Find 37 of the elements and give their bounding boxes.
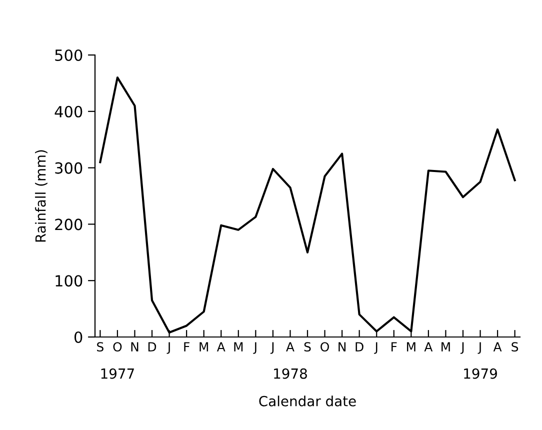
x-tick-label: J bbox=[478, 342, 481, 354]
y-tick-label: 200 bbox=[55, 218, 82, 230]
x-tick-label: J bbox=[374, 342, 378, 354]
x-tick-label: M bbox=[406, 342, 416, 352]
y-tick-label: 0 bbox=[74, 331, 82, 344]
x-tick-label: M bbox=[234, 342, 243, 352]
y-axis-title: Rainfall (mm) bbox=[35, 150, 48, 242]
x-tick-label: F bbox=[184, 342, 190, 352]
x-tick-label: A bbox=[493, 342, 502, 352]
x-tick-label: A bbox=[286, 342, 294, 352]
x-tick-label: N bbox=[338, 342, 346, 352]
text: 1978 bbox=[274, 368, 307, 379]
x-tick-label: D bbox=[148, 342, 156, 352]
line-series bbox=[99, 76, 516, 334]
x-tick-label: S bbox=[304, 342, 311, 352]
x-tick-label: O bbox=[320, 342, 329, 352]
x-tick-label: F bbox=[392, 342, 397, 352]
x-tick-label: J bbox=[460, 342, 464, 354]
x-tick-label: S bbox=[97, 342, 104, 352]
y-tick-label: 100 bbox=[56, 275, 82, 287]
text: 1979 bbox=[464, 368, 497, 379]
x-tick-label: M bbox=[442, 342, 450, 352]
text: 1977 bbox=[101, 368, 134, 379]
x-tick-label: A bbox=[424, 342, 433, 352]
x-tick-label: J bbox=[270, 342, 274, 354]
y-tick-label: 300 bbox=[55, 162, 82, 174]
y-tick-label: 500 bbox=[55, 49, 82, 62]
x-tick-label: O bbox=[113, 342, 122, 352]
x-tick-label: D bbox=[356, 342, 364, 352]
x-tick-label: N bbox=[131, 342, 138, 352]
x-tick-label: M bbox=[200, 342, 208, 352]
x-axis-title: Calendar date bbox=[259, 396, 356, 406]
x-tick-label: J bbox=[166, 342, 170, 354]
x-tick-label: A bbox=[216, 342, 226, 352]
x-tick-label: J bbox=[253, 342, 256, 354]
x-tick-label: S bbox=[512, 342, 518, 352]
y-tick-label: 400 bbox=[54, 106, 82, 118]
